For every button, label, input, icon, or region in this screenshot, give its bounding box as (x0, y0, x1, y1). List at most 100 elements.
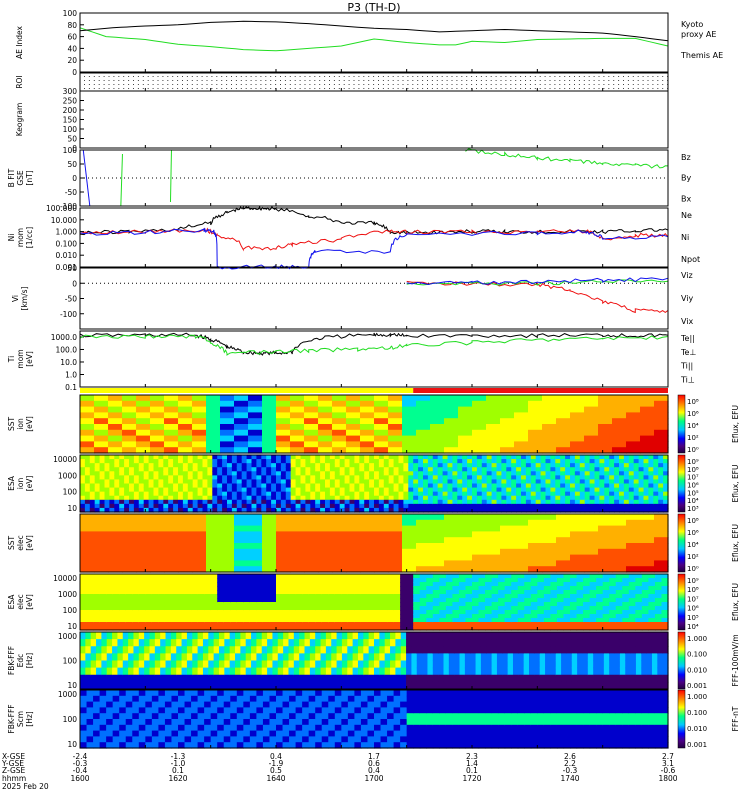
esa_e-cell (302, 614, 310, 619)
esa_i-cell (374, 499, 380, 505)
fbk_e-cell (341, 660, 348, 669)
sst_e-cell (276, 531, 291, 538)
esa_e-cell (550, 614, 558, 619)
esa_e-cell (328, 578, 336, 583)
sst_i-cell (640, 447, 655, 454)
sst_e-cell (360, 554, 375, 561)
esa_e-cell (602, 618, 610, 623)
sst_i-cell (514, 412, 529, 419)
sst_i-cell (276, 435, 291, 442)
esa_i-cell (442, 495, 449, 501)
roi-dot (647, 88, 649, 89)
esa_i-cell (280, 463, 287, 468)
esa_e-cell (654, 622, 663, 627)
esa_i-cell (138, 487, 145, 493)
esa_i-cell (364, 467, 370, 472)
esa_i-cell (217, 507, 223, 513)
roi-dot (260, 80, 262, 81)
roi-dot (382, 84, 384, 85)
esa_i-cell (653, 487, 659, 493)
esa_e-cell (308, 582, 316, 587)
sst_e-cell (248, 519, 263, 527)
esa_e-cell (302, 618, 310, 623)
esa_i-cell (217, 455, 223, 460)
roi-dot (324, 84, 326, 85)
sst_e-cell (276, 554, 291, 561)
fbk_e-cell (261, 653, 268, 662)
esa_i-cell (339, 499, 346, 505)
fbk_e-cell (245, 674, 252, 683)
sst_i-cell (430, 418, 445, 425)
esa_i-cell (472, 491, 478, 497)
fbk_e-cell (224, 667, 231, 676)
sst_i-cell (108, 447, 123, 454)
sst_i-cell (556, 418, 571, 425)
esa_i-cell (609, 463, 615, 468)
sst_i-cell (122, 395, 137, 402)
sst_i-cell (584, 406, 599, 413)
sst_i-cell (360, 406, 375, 413)
roi-dot (211, 80, 213, 81)
fbk_e-cell (347, 660, 354, 669)
esa_e-cell (171, 594, 179, 599)
esa_i-cell (84, 455, 91, 460)
esa_i-cell (555, 467, 561, 472)
roi-dot (461, 80, 463, 81)
roi-dot (260, 76, 262, 77)
esa_i-cell (334, 507, 341, 513)
roi-dot (387, 84, 389, 85)
esa_i-cell (168, 483, 174, 489)
esa_e-cell (589, 602, 597, 607)
roi-dot (588, 76, 590, 77)
esa_e-cell (282, 578, 290, 583)
fbk_e-cell (122, 632, 129, 640)
esa_i-cell (138, 455, 145, 460)
esa_i-cell (129, 479, 135, 485)
esa_i-cell (584, 491, 591, 497)
sst_e-cell (486, 543, 501, 550)
esa_e-cell (334, 622, 342, 627)
esa_e-cell (615, 590, 623, 595)
fbk_e-cell (235, 681, 241, 690)
esa_e-cell (249, 594, 257, 599)
esa_e-cell (589, 618, 597, 623)
esa_e-cell (393, 598, 401, 603)
esa_i-cell (295, 503, 302, 509)
esa_i-cell (325, 503, 331, 509)
esa_e-cell (171, 618, 179, 623)
esa_e-cell (432, 626, 440, 631)
esa_e-cell (334, 610, 342, 615)
sst_e-cell (598, 537, 613, 544)
esa_e-cell (485, 626, 493, 631)
esa_i-cell (276, 487, 282, 493)
esa_i-cell (80, 499, 86, 505)
fbk_e-cell (411, 632, 418, 640)
esa_e-cell (596, 586, 604, 591)
esa_i-cell (388, 471, 395, 476)
esa_e-cell (387, 618, 395, 623)
fbk_e-cell (272, 660, 279, 669)
fbk_e-cell (352, 667, 359, 676)
esa_i-cell (310, 495, 316, 501)
esa_e-cell (256, 602, 264, 607)
esa_i-cell (462, 503, 468, 509)
sst_i-cell (626, 435, 641, 442)
esa_e-cell (432, 590, 440, 595)
esa_i-cell (555, 463, 561, 468)
esa_e-cell (197, 586, 205, 591)
esa_i-cell (423, 495, 429, 501)
esa_e-cell (230, 574, 238, 579)
esa_e-cell (93, 586, 101, 591)
esa_e-cell (498, 610, 506, 615)
esa_i-cell (369, 471, 375, 476)
esa_e-cell (93, 578, 101, 583)
esa_e-cell (302, 626, 310, 631)
esa_i-cell (182, 491, 189, 497)
sst_i-cell (150, 412, 165, 419)
esa_e-cell (387, 594, 395, 599)
esa_e-cell (210, 626, 218, 631)
sst_i-cell (374, 418, 389, 425)
esa_e-cell (589, 626, 597, 631)
esa_i-cell (310, 479, 316, 485)
esa_i-cell (104, 483, 110, 489)
